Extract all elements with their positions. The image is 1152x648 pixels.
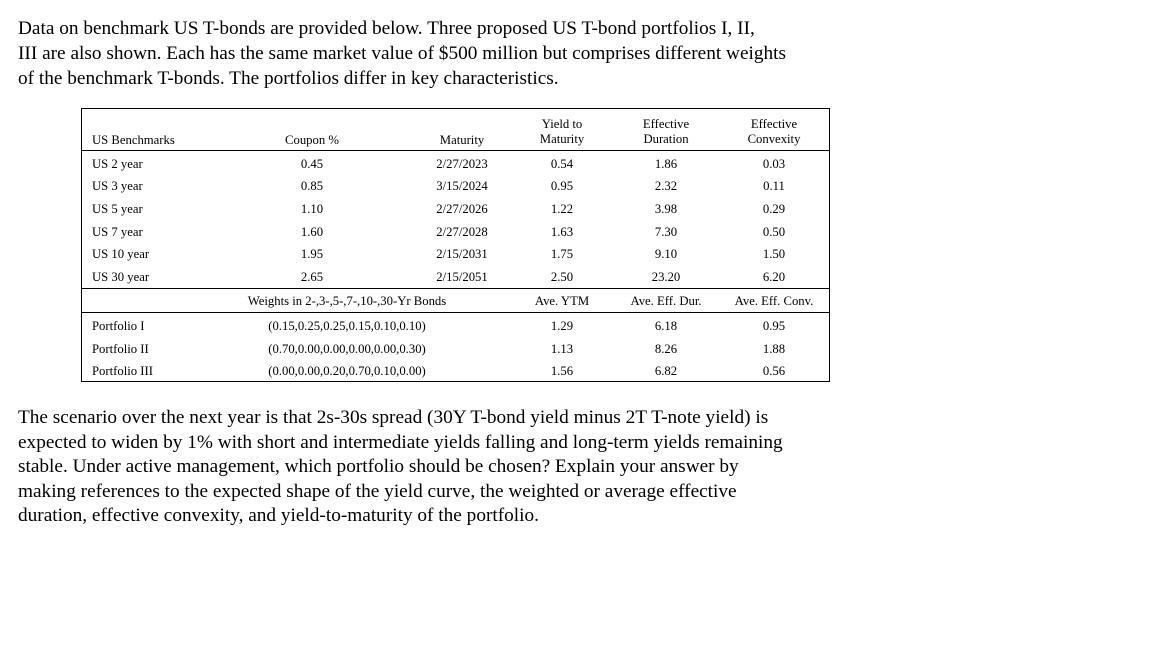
benchmark-table: US Benchmarks Coupon % Maturity Yield to… [81,108,830,382]
intro-line: Data on benchmark US T-bonds are provide… [18,18,755,39]
header-coupon: Coupon % [285,133,339,147]
question-line: duration, effective convexity, and yield… [18,505,539,526]
intro-line: of the benchmark T-bonds. The portfolios… [18,68,559,89]
question-line: expected to widen by 1% with short and i… [18,431,783,453]
header-ave-ytm: Ave. YTM [534,294,590,308]
header-weights: Weights in 2-,3-,5-,7-,10-,30-Yr Bonds [247,294,447,308]
header-ytm: Yield to Maturity [539,117,585,146]
header-duration: Effective Duration [642,117,690,146]
header-convexity: Effective Convexity [747,117,801,146]
header-benchmarks: US Benchmarks [92,133,175,147]
header-divider [82,150,829,151]
question-line: The scenario over the next year is that … [18,407,769,428]
intro-paragraph: Data on benchmark US T-bonds are provide… [18,16,830,91]
question-line: making references to the expected shape … [18,480,737,502]
portfolio-divider [82,288,829,289]
intro-line: III are also shown. Each has the same ma… [18,43,787,64]
header-maturity: Maturity [439,133,485,147]
question-paragraph: The scenario over the next year is that … [18,406,830,529]
question-line: stable. Under active management, which p… [18,456,739,477]
portfolio-header-divider [82,312,829,313]
header-ave-convexity: Ave. Eff. Conv. [734,294,814,308]
header-ave-duration: Ave. Eff. Dur. [630,294,702,308]
